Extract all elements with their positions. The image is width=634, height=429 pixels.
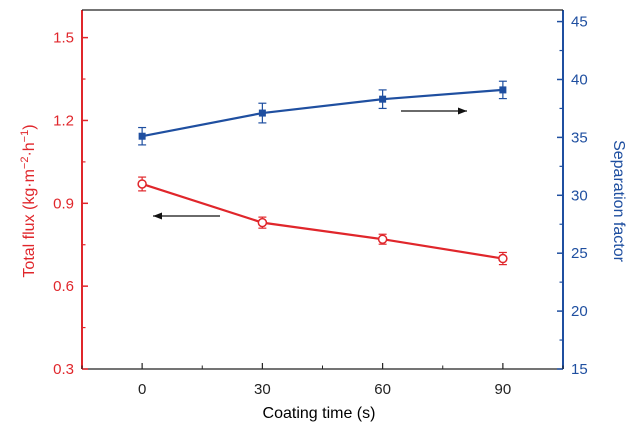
- right-y-tick-label: 25: [571, 245, 588, 262]
- left-axis-arrow-head: [153, 212, 162, 220]
- x-tick-label: 90: [495, 381, 512, 398]
- data-point-square: [379, 95, 387, 103]
- left-y-tick-label: 0.3: [53, 361, 74, 378]
- right-y-tick-label: 20: [571, 303, 588, 320]
- left-y-tick-label: 0.6: [53, 278, 74, 295]
- left-y-axis-label-sup1: −2: [19, 157, 31, 170]
- data-point-square: [499, 86, 507, 94]
- left-y-tick-label: 0.9: [53, 195, 74, 212]
- data-point-square: [258, 109, 266, 117]
- left-y-axis-label: Total flux (kg·m−2·h−1): [19, 124, 38, 277]
- x-tick-label: 0: [138, 381, 146, 398]
- data-point-square: [138, 132, 146, 140]
- right-y-tick-label: 35: [571, 129, 588, 146]
- x-axis-label: Coating time (s): [263, 405, 376, 422]
- right-y-tick-label: 15: [571, 361, 588, 378]
- data-point-circle: [257, 217, 268, 228]
- x-tick-label: 60: [374, 381, 391, 398]
- left-y-axis-label-main: Total flux (kg·m: [21, 169, 38, 277]
- left-y-tick-label: 1.2: [53, 112, 74, 129]
- right-y-tick-label: 45: [571, 14, 588, 31]
- right-y-tick-label: 30: [571, 187, 588, 204]
- left-y-axis-label-mid: ·h: [21, 142, 38, 156]
- left-y-axis-label-sup2: −1: [19, 130, 31, 143]
- series-left-line: [141, 182, 504, 260]
- right-y-tick-label: 40: [571, 71, 588, 88]
- left-y-tick-label: 1.5: [53, 30, 74, 47]
- x-tick-label: 30: [254, 381, 271, 398]
- data-point-circle: [137, 179, 147, 189]
- left-y-axis-label-end: ): [21, 124, 38, 129]
- data-point-circle: [377, 234, 388, 244]
- plot-area: 0.3 0.6 0.9 1.2 1.5 15 20 25 30 35 40 45 0 30 60 90: [53, 9, 588, 398]
- series-right-line: [141, 88, 503, 138]
- data-point-circle: [498, 253, 508, 264]
- right-axis-arrow-head: [458, 107, 467, 115]
- right-y-axis-label: Separation factor: [610, 140, 627, 263]
